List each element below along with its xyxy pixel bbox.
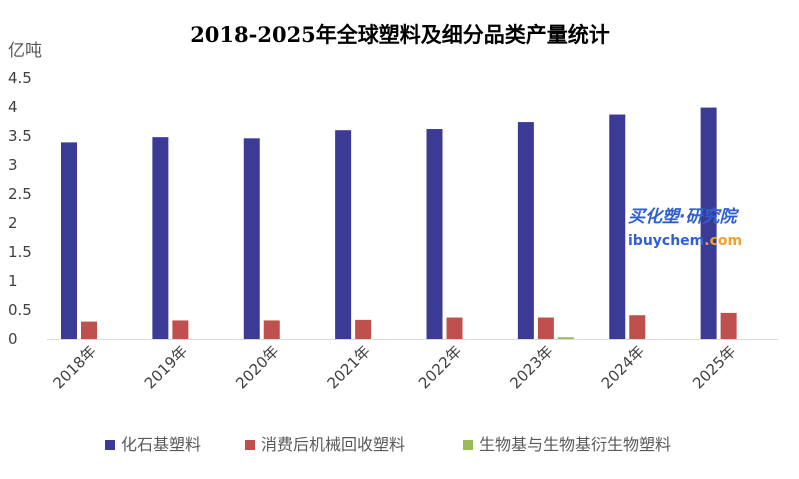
y-tick-label: 0	[8, 330, 18, 348]
x-tick-label: 2021年	[324, 342, 374, 392]
bar-series-2-6	[537, 317, 554, 339]
watermark-tld: .com	[704, 233, 742, 249]
bar-series-3-6	[557, 337, 574, 339]
legend-swatch	[245, 440, 255, 450]
watermark-line2: ibuychem.com	[628, 233, 742, 249]
x-tick-label: 2019年	[141, 342, 191, 392]
y-tick-label: 4	[8, 98, 18, 116]
bar-series-2-4	[355, 319, 372, 339]
bar-series-2-1	[81, 321, 97, 339]
bar-series-1-4	[335, 130, 352, 339]
y-tick-label: 2.5	[8, 185, 32, 203]
x-tick-label: 2022年	[415, 342, 465, 392]
y-tick-label: 4.5	[8, 69, 32, 87]
y-tick-label: 1	[8, 272, 18, 290]
chart-title: 2018-2025年全球塑料及细分品类产量统计	[190, 22, 610, 47]
bar-series-2-3	[263, 320, 280, 339]
bar-series-1-5	[426, 129, 443, 339]
bar-series-1-6	[517, 122, 534, 339]
y-tick-label: 3.5	[8, 127, 32, 145]
watermark-line1: 买化塑·研究院	[628, 207, 739, 227]
x-tick-label: 2024年	[598, 342, 648, 392]
legend-label: 化石基塑料	[121, 435, 201, 454]
bar-series-2-7	[629, 315, 646, 339]
x-tick-label: 2025年	[689, 342, 739, 392]
watermark: 买化塑·研究院 ibuychem.com	[628, 207, 742, 249]
y-tick-label: 0.5	[8, 301, 32, 319]
watermark-domain: ibuychem	[628, 233, 704, 249]
legend-swatch	[463, 440, 473, 450]
bar-series-1-7	[609, 114, 626, 339]
x-tick-label: 2020年	[232, 342, 282, 392]
y-tick-label: 1.5	[8, 243, 32, 261]
legend-label: 生物基与生物基衍生物塑料	[479, 435, 671, 454]
bar-series-2-5	[446, 317, 463, 339]
y-axis-unit: 亿吨	[8, 41, 42, 61]
y-tick-label: 3	[8, 156, 18, 174]
x-tick-label: 2023年	[506, 342, 556, 392]
bar-series-1-8	[700, 107, 717, 339]
legend-swatch	[105, 440, 115, 450]
bar-series-2-2	[172, 320, 189, 339]
y-tick-label: 2	[8, 214, 18, 232]
bar-series-1-1	[61, 142, 77, 339]
legend-label: 消费后机械回收塑料	[261, 435, 405, 454]
x-tick-label: 2018年	[49, 342, 99, 392]
bar-series-2-8	[720, 312, 737, 339]
bar-series-1-2	[152, 137, 169, 339]
bar-series-1-3	[243, 138, 260, 339]
